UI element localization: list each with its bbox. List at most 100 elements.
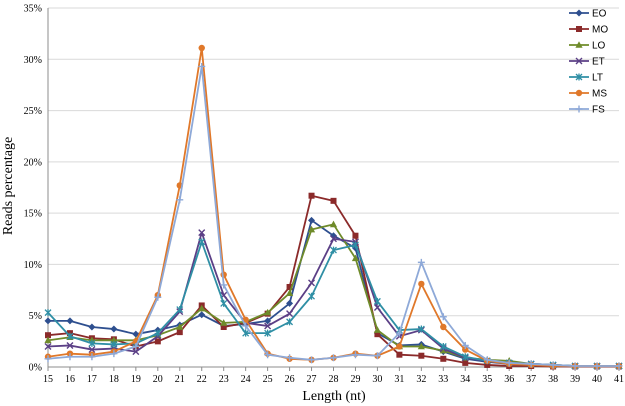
data-point-eo (88, 323, 96, 331)
legend-label: MS (592, 89, 607, 100)
data-point-lt (220, 299, 228, 307)
x-tick-label: 22 (197, 374, 207, 385)
y-tick-label: 35% (24, 4, 42, 15)
data-point-lt (110, 340, 118, 348)
legend-entry-ms: MS (569, 89, 607, 100)
data-point-fs (242, 322, 250, 330)
y-tick-label: 0% (29, 363, 42, 374)
legend-label: LT (592, 73, 603, 84)
legend-label: FS (592, 105, 605, 116)
x-tick-label: 36 (504, 374, 514, 385)
data-point-ms (418, 280, 425, 288)
legend-marker (575, 73, 583, 81)
data-point-lo (439, 346, 447, 354)
x-tick-label: 37 (526, 374, 536, 385)
data-point-lo (220, 319, 228, 326)
legend-entry-fs: FS (569, 105, 605, 116)
x-tick-label: 20 (153, 374, 163, 385)
y-tick-label: 10% (24, 260, 42, 271)
data-point-mo (374, 331, 381, 338)
data-point-fs (308, 356, 316, 364)
data-point-eo (198, 311, 206, 319)
data-point-et (44, 342, 52, 350)
legend-entry-eo: EO (569, 9, 607, 20)
data-point-mo (308, 192, 315, 199)
legend-label: MO (592, 25, 608, 36)
data-point-lo (264, 308, 272, 316)
data-point-lt (330, 246, 337, 254)
data-point-fs (198, 62, 206, 70)
data-point-mo (462, 359, 469, 366)
data-point-fs (154, 293, 162, 301)
data-point-fs (110, 350, 118, 358)
data-point-et (330, 235, 337, 243)
data-point-lt (44, 309, 52, 317)
data-point-lt (264, 329, 272, 337)
data-point-ms (462, 346, 469, 353)
series-line-ms (47, 47, 619, 367)
x-tick-label: 17 (87, 374, 97, 385)
data-point-mo (440, 355, 447, 362)
y-axis-label: Reads percentage (1, 137, 16, 235)
data-point-et (66, 341, 74, 349)
data-point-lt (373, 297, 381, 305)
x-tick-label: 26 (285, 374, 295, 385)
data-point-lt (176, 306, 184, 314)
legend-entry-et: ET (569, 57, 605, 68)
data-point-mo (286, 283, 293, 290)
data-point-et (88, 346, 96, 354)
data-point-ms (198, 44, 205, 52)
x-tick-label: 40 (592, 374, 602, 385)
legend-label: EO (592, 9, 607, 20)
legend-label: ET (592, 57, 605, 68)
data-point-et (132, 348, 140, 356)
data-point-fs (132, 342, 140, 350)
data-point-fs (483, 356, 491, 364)
data-point-fs (220, 281, 228, 289)
data-point-eo (110, 325, 118, 333)
x-tick-label: 19 (131, 374, 141, 385)
data-point-fs (505, 359, 513, 367)
x-tick-label: 16 (65, 374, 75, 385)
x-tick-labels: 15 16 17 18 19 20 21 22 23 24 25 26 27 28 29 30 31 32 33 34… (43, 374, 624, 385)
data-point-mo (352, 232, 359, 239)
x-tick-label: 35 (482, 374, 492, 385)
x-tick-label: 23 (219, 374, 229, 385)
data-point-lt (66, 332, 74, 340)
data-point-fs (527, 360, 535, 368)
data-point-fs (330, 354, 337, 362)
data-point-eo (264, 317, 272, 325)
data-point-eo (286, 299, 294, 307)
data-point-mo (330, 197, 337, 204)
data-point-fs (439, 313, 447, 321)
data-point-eo (66, 317, 74, 325)
series-lo (44, 220, 623, 369)
data-point-lo (176, 323, 184, 330)
legend-entry-lt: LT (569, 73, 603, 84)
legend: EO MO LO ET LT MS FS (569, 9, 608, 116)
data-point-mo (45, 332, 51, 339)
series-group (44, 44, 623, 370)
legend-marker (575, 41, 583, 48)
data-point-lt (417, 325, 425, 333)
data-point-et (373, 304, 381, 312)
x-tick-label: 34 (460, 374, 470, 385)
data-point-fs (176, 196, 184, 204)
x-tick-label: 18 (109, 374, 119, 385)
y-tick-label: 25% (24, 106, 42, 117)
y-tick-labels: 0% 5% 10% 15% 20% 25% 30% 35% (24, 4, 42, 374)
data-point-et (264, 322, 272, 330)
data-point-fs (461, 341, 469, 349)
data-point-et (198, 229, 206, 237)
x-tick-label: 25 (263, 374, 273, 385)
data-point-fs (417, 258, 425, 266)
data-point-fs (593, 362, 601, 370)
data-point-lo (373, 326, 382, 333)
data-point-mo (418, 352, 425, 359)
y-tick-label: 15% (24, 209, 42, 220)
gridlines (48, 7, 619, 317)
data-point-et (308, 279, 316, 287)
data-point-ms (396, 343, 403, 350)
data-point-lt (461, 353, 469, 361)
